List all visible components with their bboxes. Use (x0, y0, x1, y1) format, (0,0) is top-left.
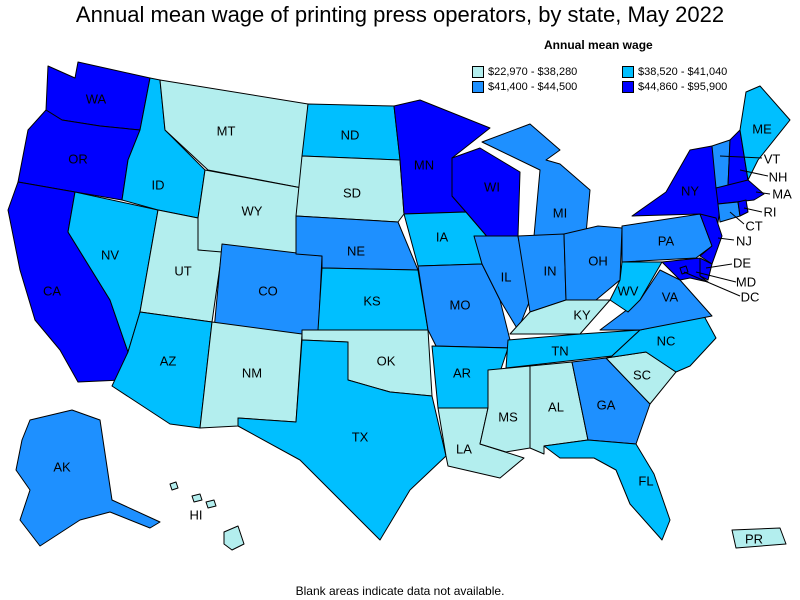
label-ne: NE (347, 243, 365, 258)
label-id: ID (152, 177, 165, 192)
label-ak: AK (53, 459, 71, 474)
label-oh: OH (588, 253, 608, 268)
label-sd: SD (343, 185, 361, 200)
label-de: DE (733, 255, 751, 270)
legend-swatch-4 (622, 81, 634, 93)
label-ky: KY (573, 307, 591, 322)
label-ny: NY (681, 183, 699, 198)
legend-item-1: $22,970 - $38,280 (472, 66, 577, 78)
label-mo: MO (450, 297, 471, 312)
label-nm: NM (242, 365, 262, 380)
label-ok: OK (377, 353, 396, 368)
state-ga[interactable] (571, 357, 651, 445)
label-va: VA (662, 289, 679, 304)
state-hi-island-1[interactable] (169, 481, 179, 491)
label-ri: RI (764, 204, 777, 219)
leader-dc (683, 271, 741, 297)
legend-swatch-1 (472, 66, 484, 78)
state-mi[interactable] (481, 123, 591, 237)
leader-nj (717, 237, 735, 241)
label-or: OR (68, 151, 88, 166)
legend-label-4: $44,860 - $95,900 (638, 81, 728, 93)
label-nc: NC (657, 333, 676, 348)
label-ga: GA (597, 397, 616, 412)
leader-de (705, 263, 733, 269)
label-wi: WI (484, 179, 500, 194)
leader-vt (719, 155, 763, 159)
label-ar: AR (453, 365, 471, 380)
label-ct: CT (745, 218, 762, 233)
state-fl[interactable] (543, 439, 671, 541)
state-ak[interactable] (15, 409, 161, 547)
label-me: ME (752, 121, 772, 136)
label-tx: TX (352, 429, 369, 444)
leader-nh (739, 169, 769, 177)
label-la: LA (456, 441, 472, 456)
label-ks: KS (363, 293, 381, 308)
label-wy: WY (242, 203, 263, 218)
label-ut: UT (174, 263, 191, 278)
label-vt: VT (764, 151, 781, 166)
label-tn: TN (551, 343, 568, 358)
label-nh: NH (769, 169, 788, 184)
leader-ri (743, 207, 763, 213)
legend-item-3: $41,400 - $44,500 (472, 81, 577, 93)
label-md: MD (736, 274, 756, 289)
state-ma[interactable] (715, 179, 765, 205)
leader-ct (729, 211, 745, 225)
label-nd: ND (341, 127, 360, 142)
label-ma: MA (772, 186, 792, 201)
state-pr[interactable] (731, 527, 787, 549)
label-al: AL (548, 399, 564, 414)
label-dc: DC (741, 289, 760, 304)
legend-label-2: $38,520 - $41,040 (638, 66, 728, 78)
label-in: IN (544, 263, 557, 278)
legend-item-4: $44,860 - $95,900 (622, 81, 727, 93)
label-nj: NJ (736, 233, 752, 248)
state-dc[interactable] (679, 265, 689, 275)
state-hi-island-2[interactable] (191, 493, 203, 503)
label-wa: WA (86, 91, 107, 106)
legend-item-2: $38,520 - $41,040 (622, 66, 727, 78)
label-ms: MS (498, 409, 518, 424)
label-az: AZ (160, 353, 177, 368)
legend-swatch-3 (472, 81, 484, 93)
leader-md (695, 271, 737, 283)
label-mi: MI (553, 205, 567, 220)
state-sd[interactable] (295, 155, 405, 223)
state-ct[interactable] (717, 201, 741, 223)
label-pr: PR (745, 531, 763, 546)
state-hi-island-4[interactable] (223, 525, 245, 551)
footnote: Blank areas indicate data not available. (295, 584, 505, 598)
label-pa: PA (658, 233, 675, 248)
label-ca: CA (43, 283, 61, 298)
state-tx[interactable] (237, 339, 447, 541)
label-mt: MT (217, 123, 236, 138)
legend-title: Annual mean wage (544, 38, 653, 52)
legend-label-3: $41,400 - $44,500 (488, 81, 578, 93)
legend-label-1: $22,970 - $38,280 (488, 66, 578, 78)
state-pa[interactable] (621, 213, 713, 263)
label-il: IL (501, 269, 512, 284)
label-sc: SC (633, 367, 651, 382)
label-hi: HI (190, 507, 203, 522)
label-fl: FL (638, 473, 653, 488)
leader-ma (755, 191, 771, 195)
label-ia: IA (436, 229, 449, 244)
state-hi-island-3[interactable] (205, 499, 217, 509)
label-co: CO (258, 283, 278, 298)
label-wv: WV (618, 283, 639, 298)
label-nv: NV (101, 247, 119, 262)
state-wv[interactable] (609, 261, 663, 313)
state-ri[interactable] (737, 199, 749, 217)
label-mn: MN (414, 157, 434, 172)
map-title: Annual mean wage of printing press opera… (75, 2, 725, 27)
legend-swatch-2 (622, 66, 634, 78)
